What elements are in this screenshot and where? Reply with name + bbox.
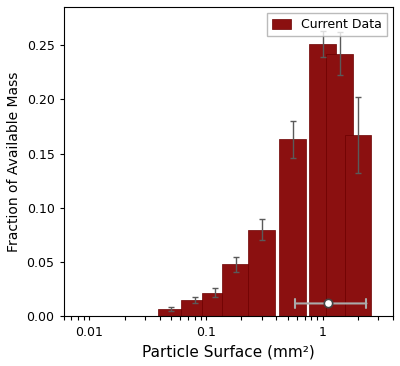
Bar bbox=[344, 135, 371, 317]
X-axis label: Particle Surface (mm²): Particle Surface (mm²) bbox=[142, 344, 315, 359]
Bar bbox=[326, 54, 353, 317]
Bar bbox=[181, 300, 208, 317]
Legend: Current Data: Current Data bbox=[267, 13, 387, 36]
Bar bbox=[309, 44, 336, 317]
Bar bbox=[202, 292, 229, 317]
Bar bbox=[279, 139, 306, 317]
Y-axis label: Fraction of Available Mass: Fraction of Available Mass bbox=[7, 71, 21, 252]
Bar bbox=[158, 309, 184, 317]
Bar bbox=[222, 264, 249, 317]
Bar bbox=[248, 229, 275, 317]
